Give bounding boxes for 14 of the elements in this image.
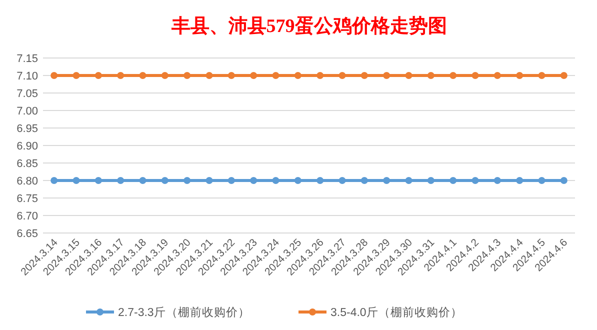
- y-tick-label: 6.75: [16, 193, 38, 205]
- legend-label: 3.5-4.0斤（棚前收购价）: [330, 306, 462, 319]
- y-tick-label: 7.05: [16, 88, 38, 100]
- y-tick-label: 6.85: [16, 158, 38, 170]
- y-tick-label: 7.00: [16, 106, 38, 118]
- legend-label: 2.7-3.3斤（棚前收购价）: [118, 306, 250, 319]
- y-tick-label: 6.90: [16, 140, 38, 152]
- y-tick-label: 6.65: [16, 228, 38, 240]
- y-tick-label: 6.70: [16, 210, 38, 222]
- y-tick-label: 7.10: [16, 70, 38, 82]
- y-tick-label: 7.15: [16, 53, 38, 65]
- chart-title: 丰县、沛县579蛋公鸡价格走势图: [170, 15, 447, 37]
- y-tick-label: 6.80: [16, 176, 38, 188]
- y-tick-label: 6.95: [16, 123, 38, 135]
